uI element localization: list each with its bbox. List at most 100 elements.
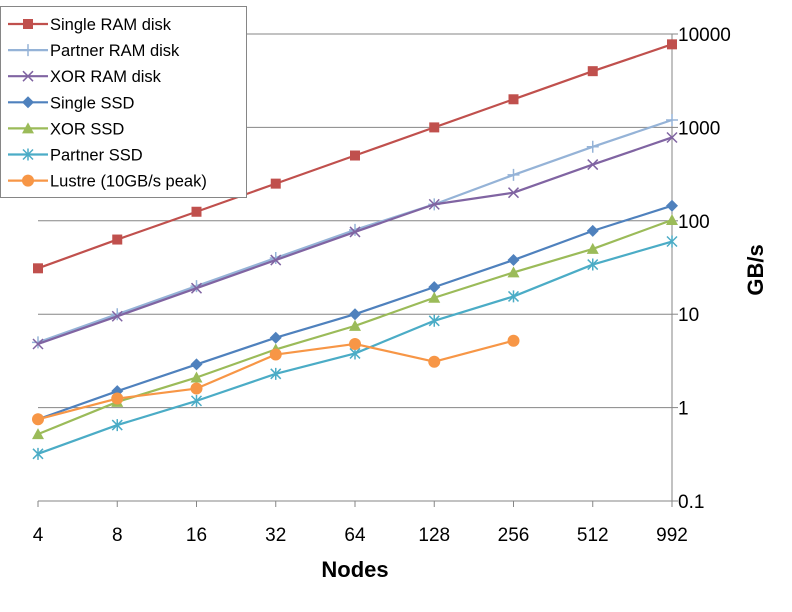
data-point xyxy=(350,150,360,161)
data-point xyxy=(666,114,678,127)
y-tick-label: 0.1 xyxy=(678,492,704,513)
data-point xyxy=(349,226,361,238)
series-lustre-10gb-s-peak xyxy=(32,334,520,426)
data-point xyxy=(428,314,440,327)
x-tick-label: 64 xyxy=(344,525,366,546)
data-point xyxy=(22,96,34,109)
legend-label: XOR RAM disk xyxy=(50,68,162,86)
data-point xyxy=(349,337,361,350)
data-point xyxy=(22,44,34,57)
data-point xyxy=(22,174,34,187)
x-tick-label: 992 xyxy=(656,525,688,546)
data-point xyxy=(32,413,44,426)
series-xor-ram-disk xyxy=(32,131,678,350)
data-point xyxy=(507,334,520,347)
data-point xyxy=(270,178,281,189)
x-tick-label: 128 xyxy=(418,525,450,546)
data-point xyxy=(111,419,123,432)
x-tick-label: 8 xyxy=(112,525,123,546)
legend-item: XOR SSD xyxy=(8,120,124,138)
data-point xyxy=(507,187,520,199)
data-point xyxy=(32,338,44,350)
data-point xyxy=(587,159,599,171)
data-point xyxy=(428,355,441,368)
data-point xyxy=(22,70,34,82)
data-point xyxy=(587,66,598,77)
data-point xyxy=(586,140,599,153)
data-point xyxy=(22,122,34,134)
data-point xyxy=(112,234,123,245)
y-tick-label: 1000 xyxy=(678,118,720,139)
data-point xyxy=(270,367,282,380)
data-point xyxy=(666,235,678,248)
data-point xyxy=(111,310,123,322)
legend-label: Partner SSD xyxy=(50,147,143,165)
legend: Single RAM disk Partner RAM disk XOR RAM d… xyxy=(0,6,247,198)
series-single-ram-disk xyxy=(33,39,677,274)
data-point xyxy=(428,291,441,303)
series-group xyxy=(32,39,678,460)
series-single-ssd xyxy=(32,199,678,426)
axes xyxy=(37,33,678,507)
data-point xyxy=(269,331,282,344)
data-point xyxy=(667,39,677,50)
legend-item: Lustre (10GB/s peak) xyxy=(8,173,207,191)
data-point xyxy=(190,282,203,294)
data-point xyxy=(190,394,203,407)
data-point xyxy=(23,19,33,29)
data-point xyxy=(32,447,44,460)
data-point xyxy=(428,198,440,210)
data-point xyxy=(22,148,34,161)
y-tick-labels: 0.1 1 10 100 1000 10000 xyxy=(678,25,731,513)
x-tick-label: 512 xyxy=(577,525,609,546)
series-partner-ssd xyxy=(32,235,678,460)
legend-item: Partner SSD xyxy=(8,147,143,165)
data-point xyxy=(666,199,678,212)
legend-item: Partner RAM disk xyxy=(8,42,180,60)
data-point xyxy=(349,319,361,331)
y-tick-label: 100 xyxy=(678,212,710,233)
y-axis-title: GB/s xyxy=(743,244,768,295)
series-xor-ssd xyxy=(32,213,678,440)
data-point xyxy=(507,168,520,181)
x-tick-label: 4 xyxy=(33,525,44,546)
data-point xyxy=(190,382,203,395)
legend-item: XOR RAM disk xyxy=(8,68,162,86)
data-point xyxy=(587,258,599,271)
data-point xyxy=(666,213,678,225)
legend-label: XOR SSD xyxy=(50,120,124,138)
data-point xyxy=(507,254,520,267)
data-point xyxy=(429,122,440,133)
legend-label: Lustre (10GB/s peak) xyxy=(50,173,207,191)
y-tick-label: 10000 xyxy=(678,25,731,46)
data-point xyxy=(190,358,203,371)
x-tick-label: 16 xyxy=(186,525,207,546)
data-point xyxy=(111,392,124,405)
legend-item: Single SSD xyxy=(8,94,134,112)
x-tick-label: 32 xyxy=(265,525,286,546)
data-point xyxy=(666,131,678,144)
data-point xyxy=(270,254,282,266)
data-point xyxy=(269,348,282,361)
data-point xyxy=(428,281,441,294)
data-point xyxy=(191,206,202,217)
x-tick-labels: 4 8 16 32 64 128 256 512 992 xyxy=(33,525,688,546)
x-tick-label: 256 xyxy=(498,525,530,546)
data-point xyxy=(586,224,599,237)
data-point xyxy=(508,94,519,105)
data-point xyxy=(507,266,520,278)
data-point xyxy=(190,371,203,383)
y-tick-label: 1 xyxy=(678,399,689,420)
data-point xyxy=(586,242,599,254)
legend-label: Single SSD xyxy=(50,94,134,112)
data-point xyxy=(349,308,361,321)
data-point xyxy=(32,428,44,440)
data-point xyxy=(507,290,520,303)
legend-label: Partner RAM disk xyxy=(50,42,180,60)
y-tick-label: 10 xyxy=(678,305,699,326)
data-point xyxy=(33,263,43,274)
legend-label: Single RAM disk xyxy=(50,16,172,34)
legend-item: Single RAM disk xyxy=(8,16,172,34)
x-axis-title: Nodes xyxy=(321,557,388,582)
